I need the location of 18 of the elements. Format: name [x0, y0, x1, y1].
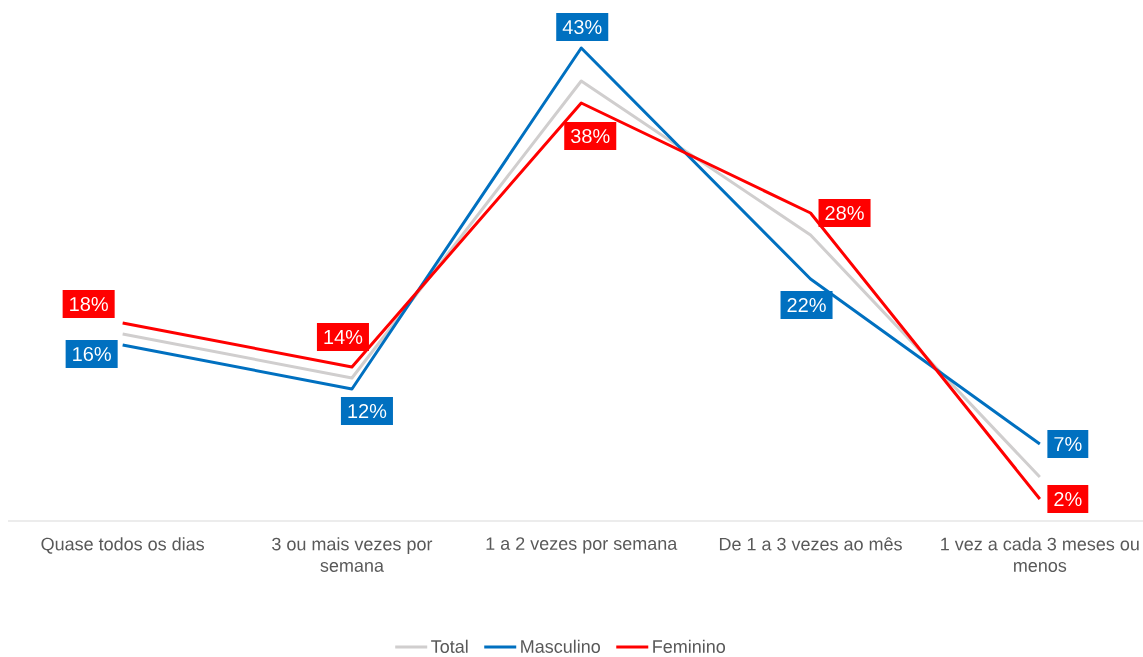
legend-label: Feminino	[653, 639, 726, 653]
legend-label: Masculino	[521, 639, 600, 653]
data-label: 12%	[348, 403, 387, 419]
data-label: 43%	[562, 19, 602, 35]
data-label: 28%	[825, 205, 864, 221]
x-tick-label: Quase todos os dias	[41, 537, 205, 554]
x-tick-label: De 1 a 3 vezes ao mês	[719, 537, 902, 551]
data-label: 7%	[1054, 437, 1082, 451]
x-tick-label: 3 ou mais vezes por semana	[272, 537, 433, 572]
data-label: 16%	[73, 346, 111, 362]
data-label: 38%	[571, 128, 610, 144]
data-label: 18%	[70, 296, 108, 312]
x-tick-label: 1 a 2 vezes por semana	[486, 537, 678, 554]
data-label: 2%	[1054, 491, 1082, 507]
x-tick-label: 1 vez a cada 3 meses ou menos	[941, 537, 1139, 572]
data-label: 22%	[787, 297, 826, 313]
legend-label: Total	[431, 639, 468, 653]
data-label: 14%	[324, 330, 363, 344]
